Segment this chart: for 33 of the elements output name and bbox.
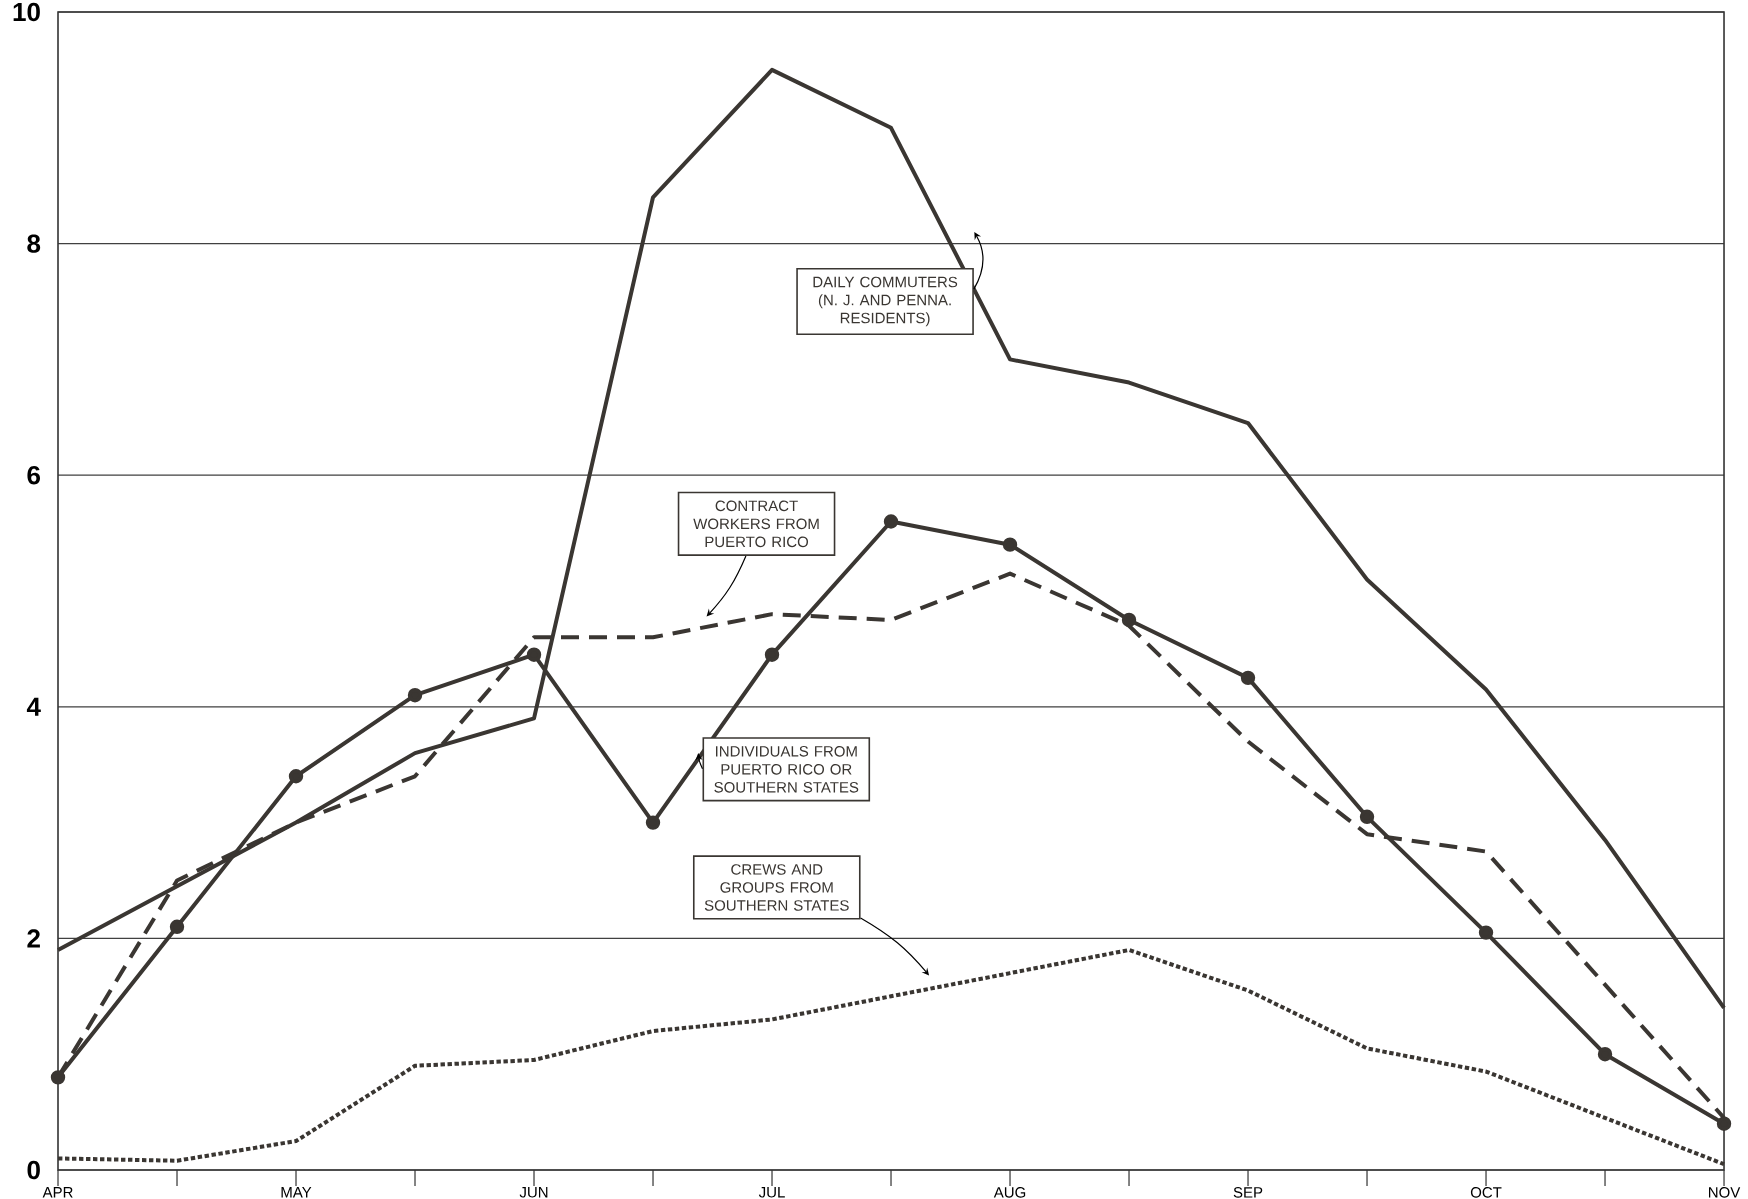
point: [407, 688, 423, 703]
point: [526, 647, 542, 662]
point: [645, 815, 661, 830]
point: [169, 919, 185, 935]
x-tick-label: JUN: [519, 1187, 548, 1198]
x-tick-label: APR: [42, 1187, 73, 1198]
x-tick-label: SEP: [1233, 1187, 1263, 1198]
text: CONTRACT WORKERS FROM PUERTO RICO: [693, 500, 819, 548]
point: [1478, 925, 1494, 940]
text: CREWS AND GROUPS FROM SOUTHERN STATES: [704, 864, 849, 911]
point: [1597, 1047, 1613, 1062]
y-tick-label: 2: [27, 929, 40, 948]
x-tick-label: NOV: [1709, 1187, 1741, 1198]
point: [1359, 809, 1375, 825]
point: [1121, 612, 1137, 628]
point: [288, 769, 304, 784]
x-tick-label: MAY: [281, 1187, 312, 1198]
y-tick-label: 0: [27, 1160, 40, 1180]
x-tick-label: OCT: [1470, 1187, 1502, 1198]
point: [764, 647, 780, 662]
series-label: INDIVIDUALS FROM PUERTO RICO OR SOUTHERN STATES: [714, 746, 859, 793]
x-tick-label: JUL: [758, 1187, 785, 1198]
point: [1002, 537, 1018, 552]
y-tick-label: 10: [13, 2, 40, 22]
x-tick-label: AUG: [993, 1187, 1026, 1198]
point: [50, 1070, 66, 1085]
y-tick-label: 6: [27, 465, 40, 485]
y-tick-label: 4: [26, 697, 41, 716]
point: [1240, 670, 1256, 686]
series-label: DAILY COMMUTERS (N. J. AND PENNA. RESIDENTS): [813, 276, 958, 327]
y-tick-label: 8: [27, 234, 41, 253]
point: [1716, 1116, 1732, 1131]
point: [883, 514, 899, 529]
